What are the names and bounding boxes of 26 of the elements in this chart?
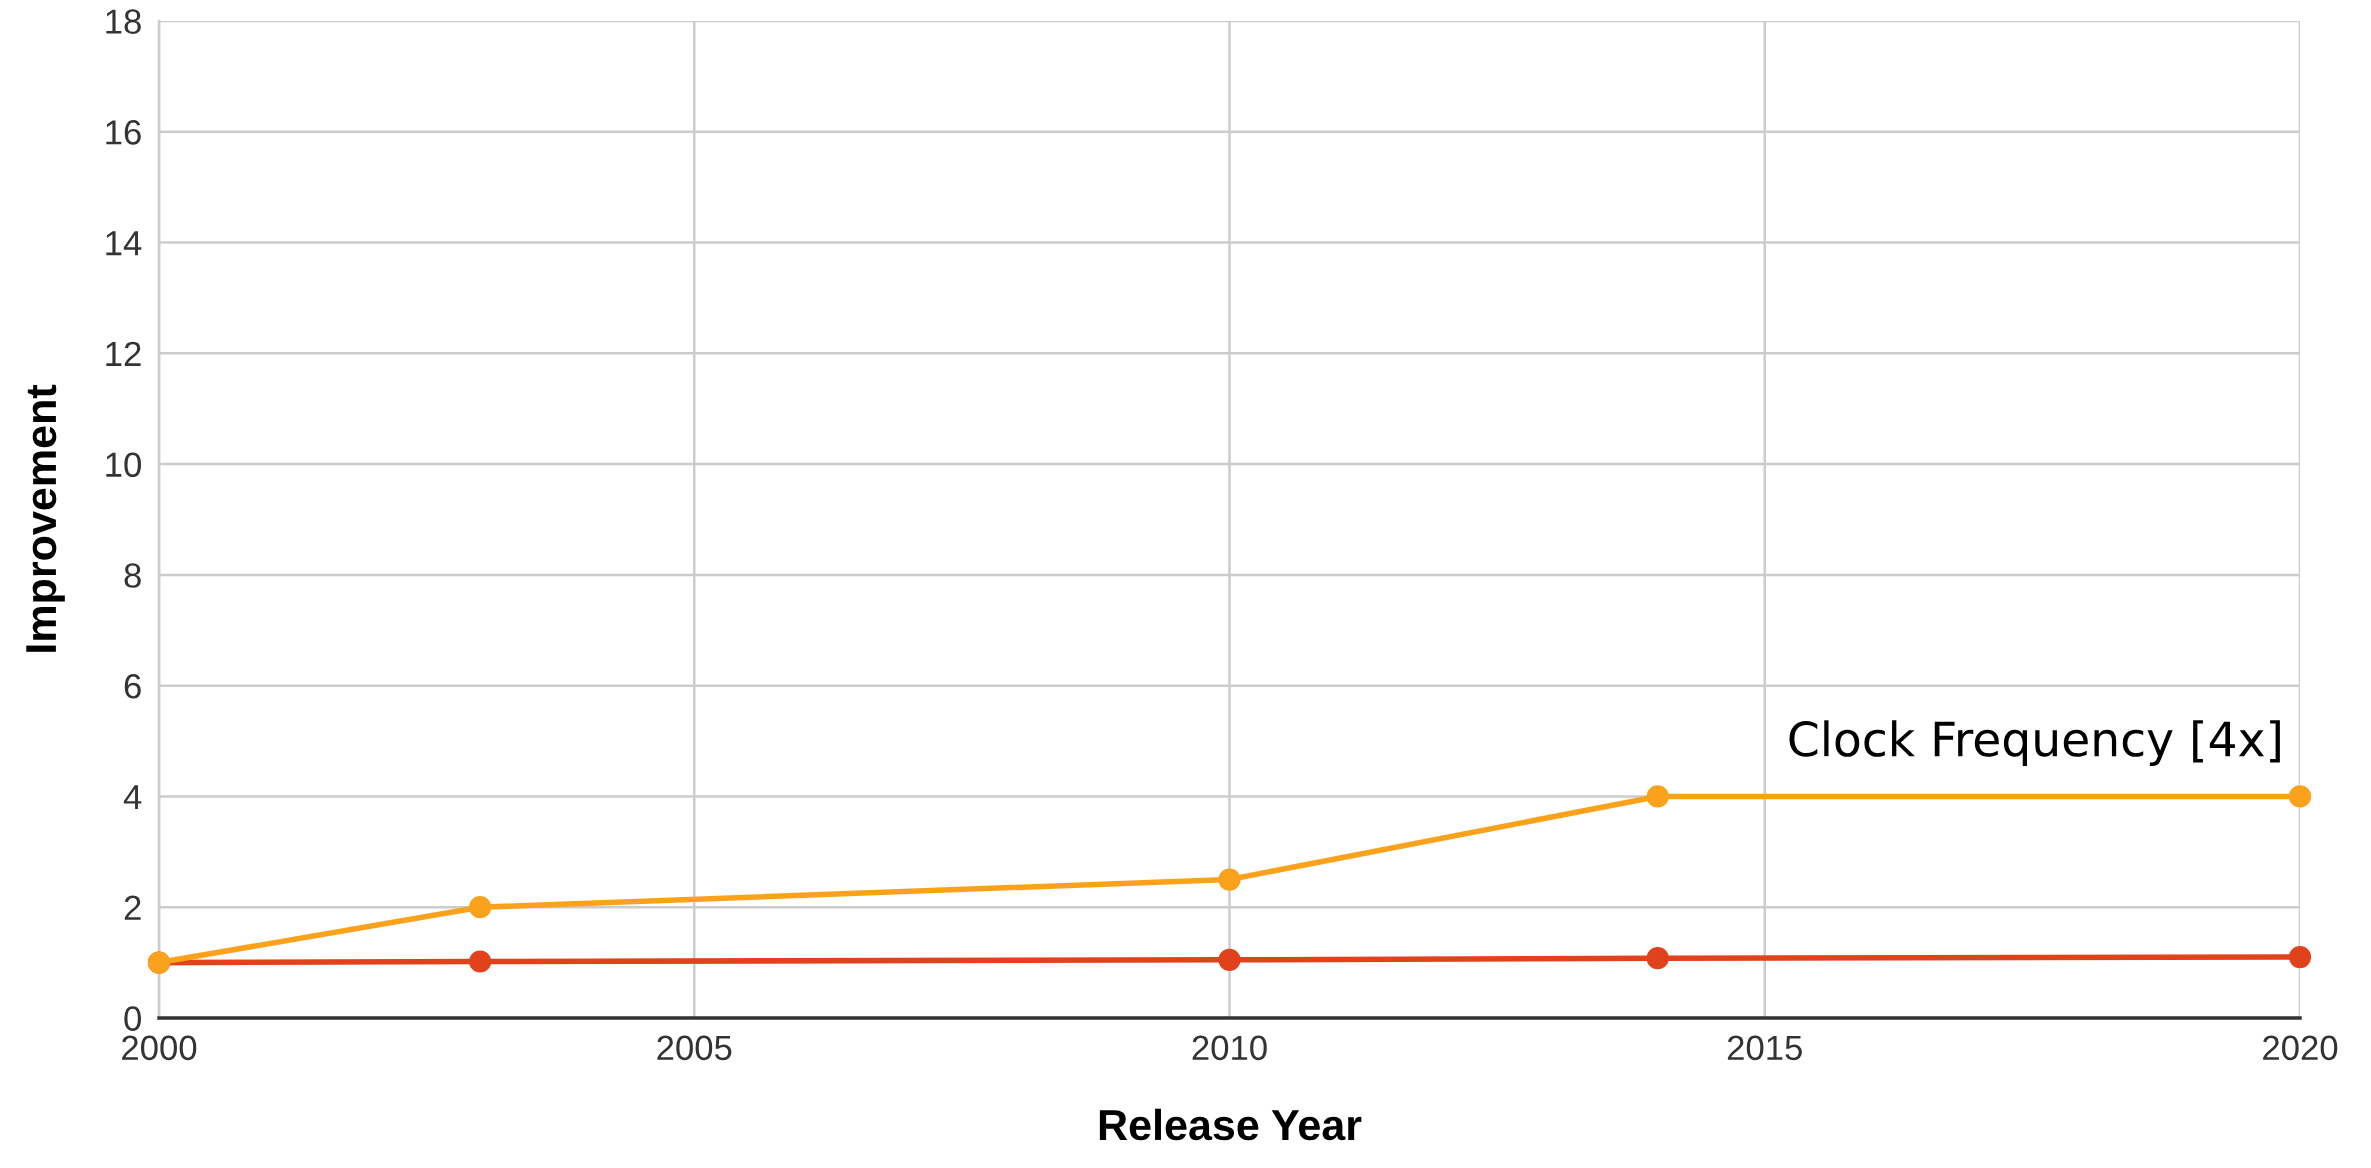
y-tick-label: 14 <box>106 231 142 256</box>
point <box>469 896 492 919</box>
point <box>1646 947 1669 970</box>
x-tick-label: 2005 <box>657 1035 732 1061</box>
y-tick-label: 10 <box>106 452 141 478</box>
x-tick-label: 2015 <box>1727 1035 1802 1061</box>
y-tick-label: 0 <box>124 1006 141 1031</box>
point <box>2288 945 2312 969</box>
y-tick-label: 4 <box>123 785 142 810</box>
y-axis-title: Improvement <box>26 384 65 652</box>
x-tick-label: 2020 <box>2263 1035 2338 1061</box>
y-tick-label: 12 <box>106 341 141 366</box>
point <box>1646 785 1669 808</box>
point <box>1218 948 1241 971</box>
y-tick-label: 2 <box>124 895 141 920</box>
point <box>2288 785 2312 808</box>
x-tick-label: 2000 <box>122 1035 197 1061</box>
y-tick-label: 6 <box>124 674 141 699</box>
y-tick-label: 18 <box>106 9 141 34</box>
point <box>469 950 492 973</box>
x-axis-title: Release Year <box>1099 1108 1362 1141</box>
x-tick-label: 2010 <box>1192 1035 1267 1061</box>
y-tick-label: 8 <box>124 563 141 588</box>
y-tick-label: 16 <box>106 120 141 145</box>
point <box>1218 868 1241 891</box>
series-label: Clock Frequency [4x] <box>1789 720 2280 766</box>
